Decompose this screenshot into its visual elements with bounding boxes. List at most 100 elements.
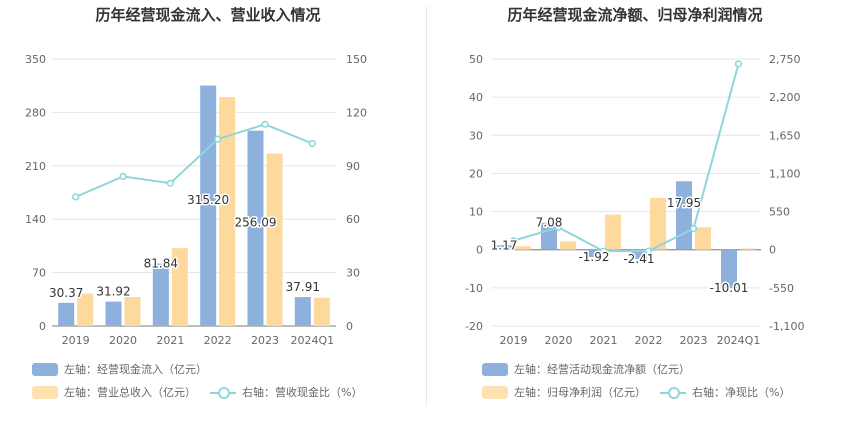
bar-series1[interactable] (200, 85, 217, 327)
ratio-point[interactable] (509, 237, 518, 245)
bar-series1[interactable] (247, 130, 264, 326)
data-label-group: 7.087.08 (534, 214, 564, 231)
bar-series2[interactable] (171, 248, 188, 326)
x-tick-label: 2021 (590, 334, 618, 347)
bar-series1[interactable] (586, 249, 602, 258)
ratio-point[interactable] (644, 247, 653, 255)
bar-series2[interactable] (313, 297, 330, 326)
data-label: 7.08 (536, 216, 563, 230)
bar-series2[interactable] (219, 97, 236, 327)
legend-item-net-profit[interactable]: 左轴：归母净利润（亿元） (482, 384, 646, 400)
legend-item-revenue[interactable]: 左轴：营业总收入（亿元） (32, 384, 196, 400)
ratio-point[interactable] (214, 135, 222, 143)
bar-series1[interactable] (152, 263, 169, 326)
x-tick-label: 2022 (204, 334, 232, 347)
ratio-point[interactable] (72, 193, 80, 201)
bar-series1[interactable] (58, 302, 75, 326)
bar-series1[interactable] (631, 249, 647, 259)
ratio-point[interactable] (308, 139, 316, 148)
data-label: -1.92 (578, 250, 609, 264)
bar-series1[interactable] (721, 249, 737, 288)
data-label-halo: 256.09 (235, 215, 277, 229)
panel-divider (426, 6, 427, 406)
data-label: -2.41 (623, 252, 654, 266)
x-tick-label: 2020 (545, 334, 573, 347)
legend-item-cash-inflow[interactable]: 左轴：经营现金流入（亿元） (32, 361, 207, 377)
bar-series1[interactable] (496, 245, 512, 250)
data-label: 30.37 (49, 286, 83, 300)
data-label: 81.84 (144, 257, 178, 271)
y-right-tick-label: 1,650 (769, 129, 801, 142)
y-right-tick-label: 60 (346, 213, 360, 226)
bar-series2[interactable] (124, 297, 141, 326)
y-left-tick-label: 40 (469, 91, 483, 104)
y-right-tick-label: 2,750 (769, 53, 801, 66)
data-label-halo: 1.17 (491, 238, 518, 252)
legend-label: 左轴：归母净利润（亿元） (514, 386, 646, 399)
ratio-point[interactable] (261, 120, 269, 128)
y-left-tick-label: 50 (469, 53, 483, 66)
legend-item-net-cash-flow[interactable]: 左轴：经营活动现金流净额（亿元） (482, 361, 690, 377)
ratio-point[interactable] (119, 172, 127, 181)
x-tick-label: 2023 (251, 334, 279, 347)
y-left-tick-label: 350 (25, 53, 46, 66)
bar-series1[interactable] (294, 297, 311, 326)
ratio-point[interactable] (734, 60, 743, 68)
y-left-tick-label: 30 (469, 129, 483, 142)
bar-series2[interactable] (695, 227, 711, 250)
ratio-point[interactable] (599, 247, 608, 255)
data-label: 315.20 (187, 193, 229, 207)
legend-label: 左轴：经营现金流入（亿元） (64, 363, 207, 376)
bar-series2[interactable] (740, 248, 756, 250)
legend-label: 右轴：净现比（%） (692, 386, 791, 399)
data-label-halo: 17.95 (667, 196, 701, 210)
y-left-tick-label: 280 (25, 106, 46, 119)
ratio-point[interactable] (554, 223, 563, 231)
y-left-tick-label: 140 (25, 213, 46, 226)
legend-swatch (32, 362, 58, 376)
legend-swatch (482, 385, 508, 399)
x-tick-label: 2021 (156, 334, 184, 347)
chart-title: 历年经营现金流净额、归母净利润情况 (507, 6, 762, 24)
y-right-tick-label: 2,200 (769, 91, 801, 104)
y-right-tick-label: 90 (346, 160, 360, 173)
data-label-halo: 37.91 (286, 280, 320, 294)
bar-series2[interactable] (560, 241, 576, 250)
bar-series2[interactable] (605, 214, 621, 250)
bar-series1[interactable] (676, 181, 692, 250)
bar-series2[interactable] (266, 153, 283, 326)
legend-item-cash-ratio[interactable]: 右轴：营收现金比（%） (210, 384, 362, 400)
bar-series2[interactable] (515, 246, 531, 250)
data-label-group: -10.01-10.01 (708, 279, 750, 296)
x-tick-label: 2022 (635, 334, 663, 347)
bar-series2[interactable] (77, 293, 94, 326)
data-label: -10.01 (710, 281, 749, 295)
x-tick-label: 2019 (62, 334, 90, 347)
y-right-tick-label: 0 (769, 244, 776, 257)
y-right-tick-label: 1,100 (769, 167, 801, 180)
ratio-point[interactable] (166, 179, 174, 187)
x-tick-label: 2024Q1 (291, 334, 335, 347)
ratio-point[interactable] (689, 225, 698, 233)
data-label-halo: 7.08 (536, 216, 563, 230)
y-left-tick-label: 10 (469, 206, 483, 219)
data-label-group: -2.41-2.41 (622, 250, 656, 267)
y-left-tick-label: 70 (32, 267, 46, 280)
legend-swatch (210, 386, 236, 399)
bar-series2[interactable] (650, 197, 666, 250)
legend-label: 右轴：营收现金比（%） (242, 386, 363, 399)
legend-item-net-cash-ratio[interactable]: 右轴：净现比（%） (660, 384, 790, 400)
chart-title: 历年经营现金流入、营业收入情况 (95, 6, 320, 24)
legend-swatch (32, 385, 58, 399)
bar-series1[interactable] (105, 301, 122, 326)
data-label-halo: 315.20 (187, 193, 229, 207)
data-label: 31.92 (96, 285, 130, 299)
y-right-tick-label: 120 (346, 106, 367, 119)
y-left-tick-label: 0 (476, 244, 483, 257)
data-label-halo: 31.92 (96, 285, 130, 299)
y-left-tick-label: 210 (25, 160, 46, 173)
y-left-tick-label: -20 (465, 320, 483, 333)
